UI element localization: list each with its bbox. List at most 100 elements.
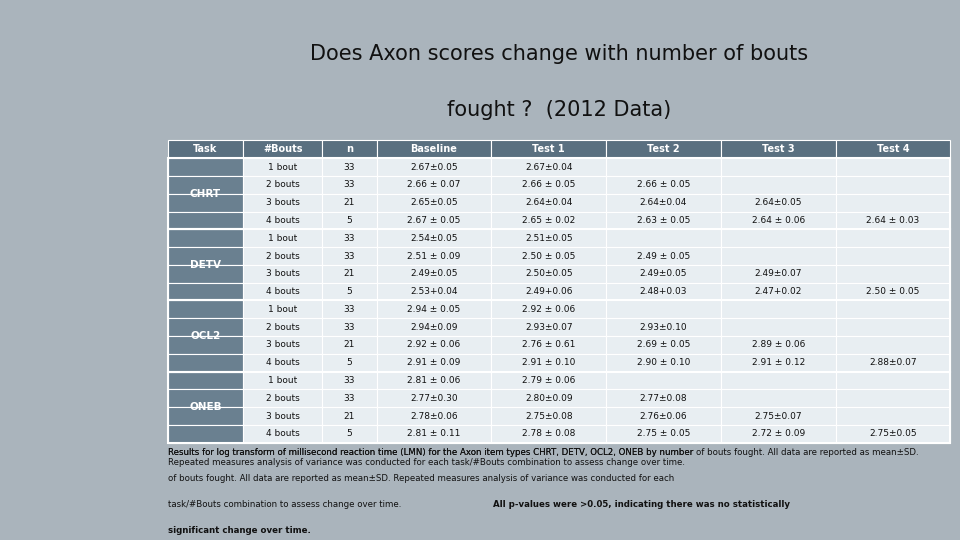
Text: 1 bout: 1 bout [268,163,298,172]
Bar [168,140,243,158]
Text: 33: 33 [344,323,355,332]
Text: 2.76±0.06: 2.76±0.06 [639,411,687,421]
Text: 2.50 ± 0.05: 2.50 ± 0.05 [866,287,920,296]
Text: 2.64 ± 0.03: 2.64 ± 0.03 [866,216,920,225]
Bar [492,212,606,230]
Text: 2.75 ± 0.05: 2.75 ± 0.05 [636,429,690,438]
Bar [243,389,323,407]
Bar [168,283,243,300]
Bar [243,140,323,158]
Text: 2.93±0.10: 2.93±0.10 [639,323,687,332]
Text: 2.65 ± 0.02: 2.65 ± 0.02 [522,216,575,225]
Bar [606,318,721,336]
Bar [168,230,950,300]
Bar [835,336,950,354]
Bar [492,230,606,247]
Bar [323,372,376,389]
Bar [835,318,950,336]
Text: 5: 5 [347,358,352,367]
Bar [606,336,721,354]
Bar [835,176,950,194]
Text: 5: 5 [347,287,352,296]
Bar [376,140,492,158]
Bar [721,212,835,230]
Bar [835,354,950,372]
Text: task/#Bouts combination to assess change over time.: task/#Bouts combination to assess change… [168,500,404,509]
Text: 1 bout: 1 bout [268,305,298,314]
Bar [168,265,243,283]
Bar [323,176,376,194]
Text: 2.50±0.05: 2.50±0.05 [525,269,572,278]
Bar [243,425,323,443]
Bar [606,283,721,300]
Bar [376,372,492,389]
Bar [168,158,950,230]
Text: CHRT: CHRT [190,189,221,199]
Text: 2.54±0.05: 2.54±0.05 [410,234,458,243]
Bar [835,140,950,158]
Bar [168,425,243,443]
Bar [323,247,376,265]
Text: 4 bouts: 4 bouts [266,216,300,225]
Text: 2.91 ± 0.10: 2.91 ± 0.10 [522,358,575,367]
Bar [606,140,721,158]
Bar [835,300,950,318]
Text: 2 bouts: 2 bouts [266,252,300,260]
Bar [835,158,950,176]
Text: 2.80±0.09: 2.80±0.09 [525,394,572,403]
Bar [168,372,950,443]
Text: 21: 21 [344,269,355,278]
Text: 2.76 ± 0.61: 2.76 ± 0.61 [522,340,575,349]
Text: 4 bouts: 4 bouts [266,287,300,296]
Bar [243,176,323,194]
Text: 2.88±0.07: 2.88±0.07 [869,358,917,367]
Bar [168,372,243,389]
Bar [721,176,835,194]
Text: 33: 33 [344,252,355,260]
Text: 2.50 ± 0.05: 2.50 ± 0.05 [522,252,575,260]
Bar [323,425,376,443]
Text: 4 bouts: 4 bouts [266,358,300,367]
Bar [168,230,243,247]
Bar [376,354,492,372]
Text: 2 bouts: 2 bouts [266,323,300,332]
Text: 4 bouts: 4 bouts [266,429,300,438]
Bar [492,389,606,407]
Bar [323,212,376,230]
Text: Results for log transform of millisecond reaction time (LMN) for the Axon item t: Results for log transform of millisecond… [168,448,960,457]
Text: All p-values were >0.05, indicating there was no statistically: All p-values were >0.05, indicating ther… [492,500,790,509]
Bar [606,176,721,194]
Bar [243,283,323,300]
Bar [835,194,950,212]
Bar [492,407,606,425]
Text: 2.92 ± 0.06: 2.92 ± 0.06 [522,305,575,314]
Bar [721,283,835,300]
Bar [606,354,721,372]
Text: Test 4: Test 4 [876,144,909,154]
Bar [168,336,243,354]
Bar [168,407,243,425]
Text: Test 1: Test 1 [533,144,565,154]
Bar [323,407,376,425]
Bar [606,212,721,230]
Bar [168,300,243,318]
Bar [835,407,950,425]
Bar [376,230,492,247]
Text: 2.51 ± 0.09: 2.51 ± 0.09 [407,252,461,260]
Text: 33: 33 [344,180,355,190]
Bar [168,318,243,336]
Bar [606,194,721,212]
Text: 2.66 ± 0.07: 2.66 ± 0.07 [407,180,461,190]
Text: 5: 5 [347,429,352,438]
Text: n: n [346,144,353,154]
Text: 2.77±0.08: 2.77±0.08 [639,394,687,403]
Bar [243,247,323,265]
Bar [721,158,835,176]
Bar [243,230,323,247]
Bar [492,300,606,318]
Bar [721,425,835,443]
Text: 2 bouts: 2 bouts [266,394,300,403]
Bar [721,318,835,336]
Bar [721,300,835,318]
Text: 2.49±0.07: 2.49±0.07 [755,269,802,278]
